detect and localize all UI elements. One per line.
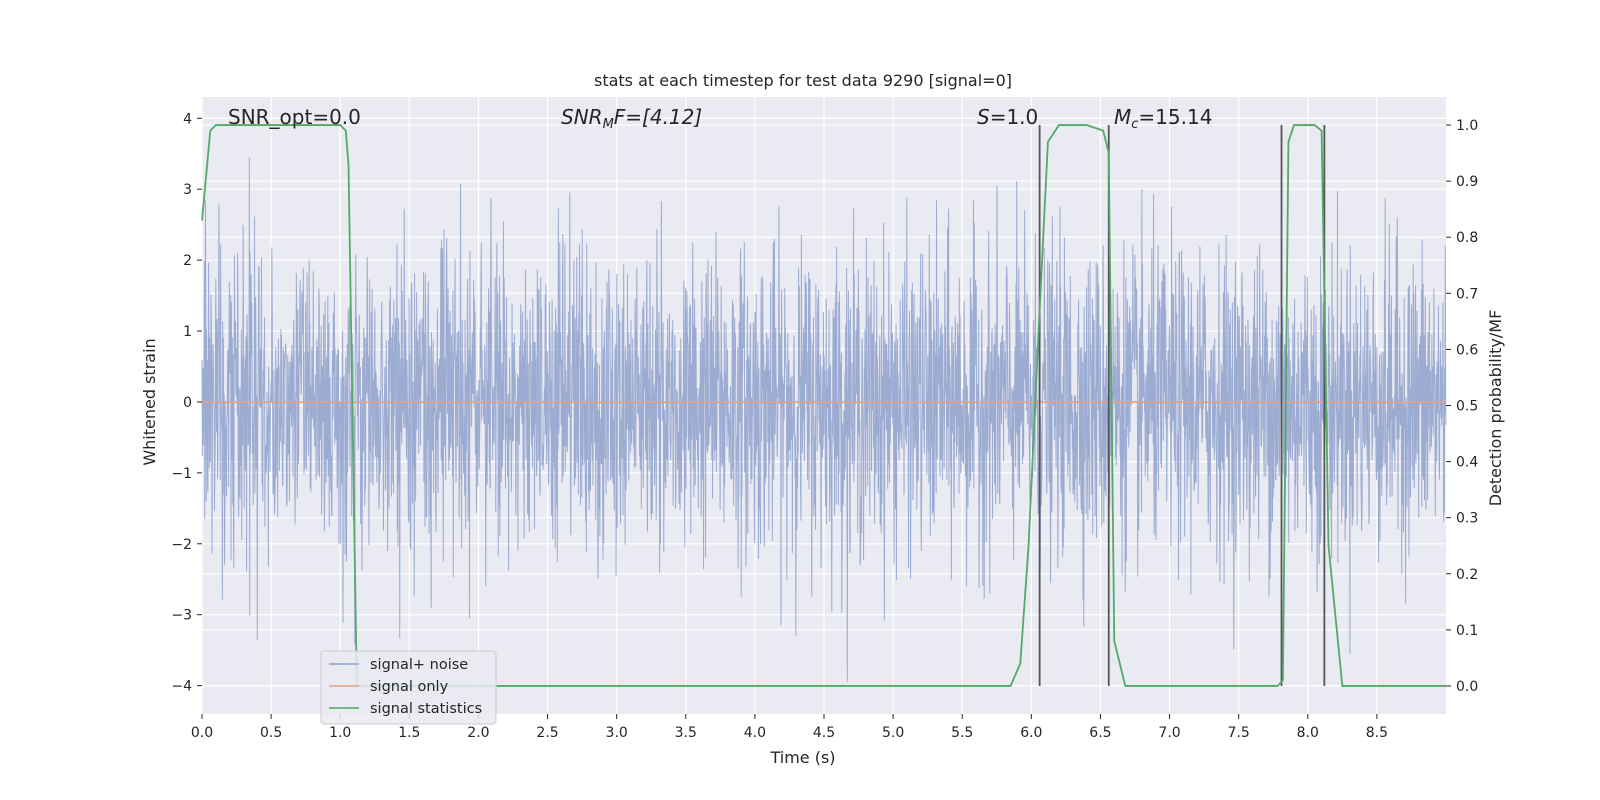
y-tick-label-left: −1: [171, 466, 192, 482]
y-tick-label-right: 1.0: [1456, 118, 1478, 134]
x-ticks: 0.0 0.5 1.0 1.5 2.0 2.5 3.0 3.5 4.0 4.5 5.0 5.5 6.0 6…: [191, 714, 1388, 741]
annotation-mc-sub: c: [1131, 117, 1138, 132]
y-tick-label-right: 0.4: [1456, 455, 1478, 471]
annotation-snr-mf: SNRMF=[4.12]: [561, 105, 702, 132]
y-tick-label-left: 0: [183, 395, 192, 411]
x-axis-label: Time (s): [769, 748, 835, 767]
x-tick-label: 0.0: [191, 725, 213, 741]
annotation-snr-mf-rest: F=[4.12]: [614, 105, 702, 129]
y-tick-label-left: −2: [171, 537, 192, 553]
annotation-mc-var: M: [1114, 105, 1131, 129]
legend: signal+ noise signal only signal statist…: [320, 650, 497, 725]
annotation-snr-opt: SNR_opt=0.0: [228, 105, 361, 129]
x-tick-label: 2.0: [467, 725, 489, 741]
x-tick-label: 4.0: [744, 725, 766, 741]
y-tick-label-right: 0.1: [1456, 623, 1478, 639]
annotation-s: S=1.0: [977, 105, 1038, 129]
y-tick-label-right: 0.3: [1456, 511, 1478, 527]
annotation-snr-mf-sub: M: [603, 117, 614, 132]
x-tick-label: 2.5: [536, 725, 558, 741]
y-tick-label-right: 0.5: [1456, 399, 1478, 415]
series-signal-statistics: [201, 124, 1446, 687]
y-tick-label-right: 0.0: [1456, 679, 1478, 695]
legend-entry-signal-noise: signal+ noise: [370, 657, 468, 673]
y-ticks-left: 4 3 2 1 0 −1 −2 −3 −4: [171, 111, 202, 695]
annotation-snr-mf-main: SNR: [561, 105, 603, 129]
y-tick-label-left: −4: [171, 679, 192, 695]
x-tick-label: 0.5: [260, 725, 282, 741]
y-tick-label-left: 1: [183, 324, 192, 340]
x-tick-label: 6.5: [1089, 725, 1111, 741]
y-axis-label-left: Whitened strain: [140, 338, 159, 465]
x-tick-label: 5.0: [882, 725, 904, 741]
x-tick-label: 1.5: [398, 725, 420, 741]
x-tick-label: 3.5: [675, 725, 697, 741]
y-tick-label-right: 0.6: [1456, 342, 1478, 358]
y-axis-label-right: Detection probability/MF: [1486, 310, 1505, 507]
annotation-mc-value: =15.14: [1138, 105, 1212, 129]
y-tick-label-left: −3: [171, 608, 192, 624]
x-tick-label: 8.5: [1366, 725, 1388, 741]
y-tick-label-left: 3: [183, 182, 192, 198]
legend-entry-signal-statistics: signal statistics: [370, 701, 482, 717]
x-tick-label: 7.5: [1228, 725, 1250, 741]
x-tick-label: 3.0: [606, 725, 628, 741]
y-tick-label-right: 0.9: [1456, 174, 1478, 190]
x-tick-label: 5.5: [951, 725, 973, 741]
chart-title: stats at each timestep for test data 929…: [594, 71, 1012, 90]
x-tick-label: 4.5: [813, 725, 835, 741]
y-tick-label-right: 0.8: [1456, 230, 1478, 246]
x-tick-label: 7.0: [1158, 725, 1180, 741]
legend-box: [320, 650, 497, 725]
x-tick-label: 1.0: [329, 725, 351, 741]
x-tick-label: 6.0: [1020, 725, 1042, 741]
signal-statistics-line: [201, 124, 1446, 687]
y-tick-label-left: 2: [183, 253, 192, 269]
y-tick-label-left: 4: [183, 111, 192, 127]
y-tick-label-right: 0.7: [1456, 286, 1478, 302]
annotation-mc: Mc=15.14: [1114, 105, 1212, 132]
y-tick-label-right: 0.2: [1456, 567, 1478, 583]
y-ticks-right: 1.0 0.9 0.8 0.7 0.6 0.5 0.4 0.3 0.2 0.1 0.0: [1446, 118, 1478, 695]
annotation-s-var: S: [977, 105, 990, 129]
annotation-s-value: =1.0: [990, 105, 1039, 129]
x-tick-label: 8.0: [1297, 725, 1319, 741]
series-signal-noise: [201, 157, 1447, 682]
legend-entry-signal-only: signal only: [370, 679, 449, 695]
signal-noise-line: [201, 157, 1447, 682]
